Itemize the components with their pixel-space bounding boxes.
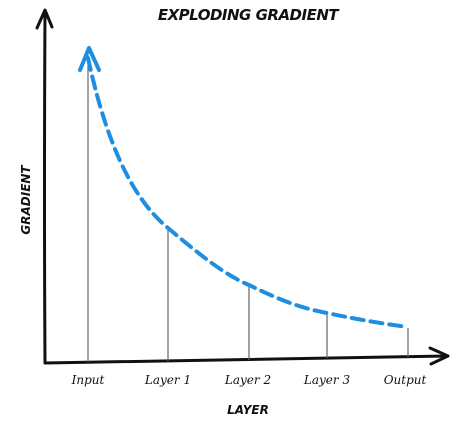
x-axis-arrow — [428, 346, 450, 366]
layer-label: Layer 3 — [303, 373, 351, 387]
layer-label: Layer 1 — [144, 373, 191, 387]
layer-label: Output — [384, 373, 427, 387]
y-axis — [43, 10, 47, 364]
x-axis — [43, 354, 449, 365]
curve-arrow — [78, 46, 101, 72]
y-axis-arrow — [35, 8, 54, 30]
layer-label: Input — [71, 373, 105, 387]
layer-label: Layer 2 — [224, 373, 271, 387]
layer-lines — [87, 55, 409, 362]
y-axis-label: GRADIENT — [19, 165, 33, 235]
title: EXPLODING GRADIENT — [158, 6, 341, 24]
gradient-curve — [86, 56, 410, 329]
x-axis-label: LAYER — [227, 403, 269, 417]
